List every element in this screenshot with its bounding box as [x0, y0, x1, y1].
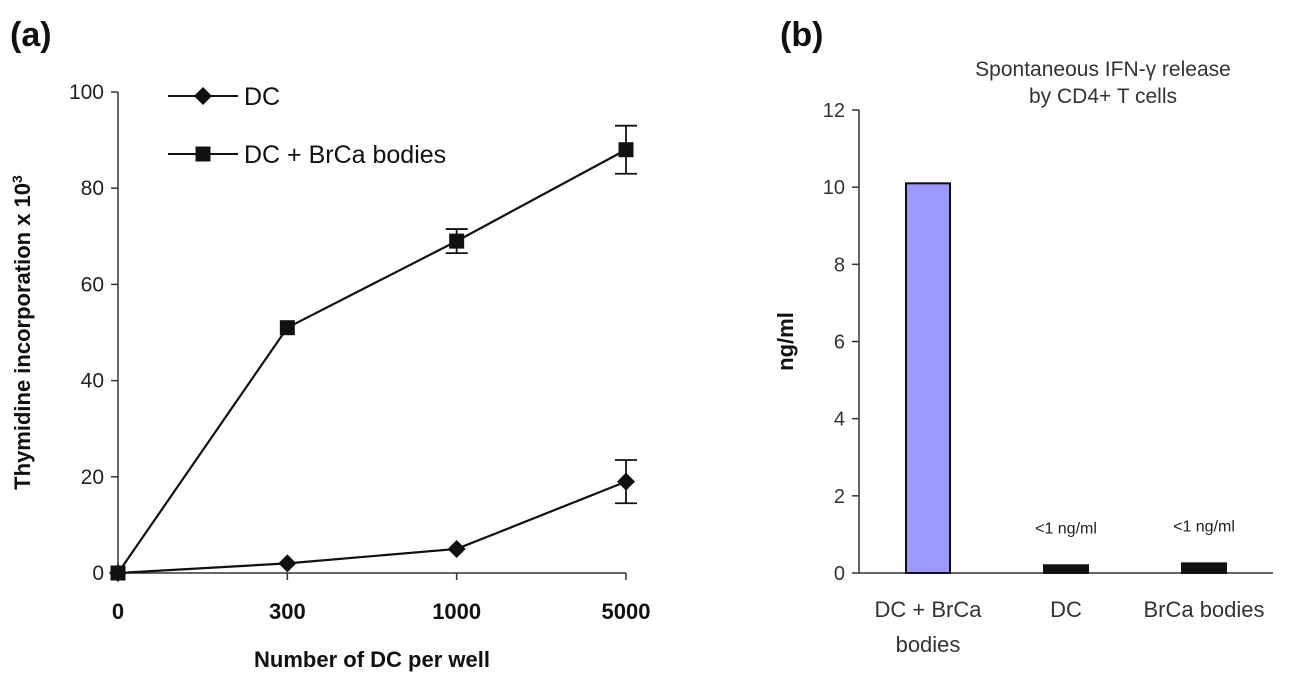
- chart-a-x-tick-label: 300: [269, 599, 306, 624]
- chart-a-legend-marker: [194, 87, 212, 105]
- chart-a-y-axis-title-sup: 3: [9, 175, 25, 183]
- chart-a-series-line: [117, 480, 627, 575]
- chart-b-bar-annotation: <1 ng/ml: [1173, 518, 1235, 535]
- chart-b-bars: <1 ng/ml <1 ng/ml: [905, 182, 1235, 575]
- chart-a-y-tick-label: 80: [81, 177, 104, 200]
- chart-b-ifn-bar-chart: Spontaneous IFN-γ release by CD4+ T cell…: [773, 58, 1273, 657]
- chart-a-legend-marker: [195, 146, 211, 162]
- chart-a-y-axis-title: Thymidine incorporation x 103: [9, 175, 35, 490]
- chart-a-data-point: [617, 472, 635, 491]
- chart-b-bar: [1043, 564, 1089, 574]
- chart-a-data-point: [110, 565, 126, 581]
- chart-a-y-axis-title-text: Thymidine incorporation x 10: [10, 183, 35, 490]
- chart-a-data-point: [279, 320, 295, 336]
- chart-b-y-axis-title: ng/ml: [773, 312, 798, 371]
- chart-b-y-tick-label: 2: [834, 486, 845, 508]
- chart-b-y-tick-label: 0: [834, 563, 845, 585]
- chart-b-y-ticks: 0 2 4 6 8 10 12: [823, 100, 859, 585]
- chart-a-x-tick-label: 1000: [432, 599, 481, 624]
- chart-b-y-tick-label: 4: [834, 409, 845, 431]
- chart-a-legend: DC DC + BrCa bodies: [168, 83, 446, 169]
- chart-a-legend-label: DC: [244, 83, 280, 111]
- chart-a-series: [109, 124, 637, 582]
- chart-a-y-ticks: 0 20 40 60 80 100: [69, 81, 118, 585]
- chart-a-thymidine-line-chart: 0 20 40 60 80 100 0 300 1000 5000 Number of DC p…: [9, 81, 650, 672]
- chart-b-y-tick-label: 12: [823, 100, 845, 122]
- chart-a-x-ticks: 0 300 1000 5000: [112, 573, 651, 624]
- chart-a-data-point: [449, 233, 465, 249]
- chart-b-title-line1: Spontaneous IFN-γ release: [975, 58, 1231, 81]
- chart-b-bar: [1181, 562, 1227, 575]
- chart-b-y-tick-label: 6: [834, 332, 845, 354]
- panel-a-label: (a): [10, 16, 52, 54]
- chart-a-y-tick-label: 0: [92, 562, 104, 585]
- chart-a-data-point: [447, 539, 466, 558]
- chart-b-category-label: DC: [1050, 597, 1082, 622]
- chart-a-series-dc-brca: [110, 124, 637, 581]
- chart-a-x-axis-title: Number of DC per well: [254, 647, 490, 672]
- chart-b-y-tick-label: 8: [834, 254, 845, 276]
- chart-a-x-tick-label: 5000: [602, 599, 651, 624]
- chart-a-y-tick-label: 40: [81, 370, 104, 393]
- chart-b-title-line2: by CD4+ T cells: [1029, 85, 1177, 108]
- chart-a-y-tick-label: 60: [81, 273, 104, 296]
- chart-a-y-tick-label: 20: [81, 466, 104, 489]
- chart-b-category-label-line2: bodies: [896, 632, 961, 657]
- chart-a-data-point: [278, 554, 297, 573]
- chart-a-y-tick-label: 100: [69, 81, 104, 104]
- chart-a-data-point: [618, 142, 634, 158]
- chart-a-series-line: [117, 148, 627, 574]
- chart-b-category-label: BrCa bodies: [1143, 597, 1264, 622]
- panel-b-label: (b): [780, 16, 823, 54]
- chart-a-legend-label: DC + BrCa bodies: [244, 141, 446, 169]
- chart-b-category-labels: DC + BrCa bodies DC BrCa bodies: [875, 597, 1265, 657]
- chart-b-bar: [905, 182, 951, 575]
- chart-b-y-tick-label: 10: [823, 177, 845, 199]
- chart-a-x-tick-label: 0: [112, 599, 124, 624]
- chart-b-category-label: DC + BrCa: [875, 597, 983, 622]
- chart-a-series-dc: [109, 459, 637, 582]
- chart-b-bar-annotation: <1 ng/ml: [1035, 520, 1097, 537]
